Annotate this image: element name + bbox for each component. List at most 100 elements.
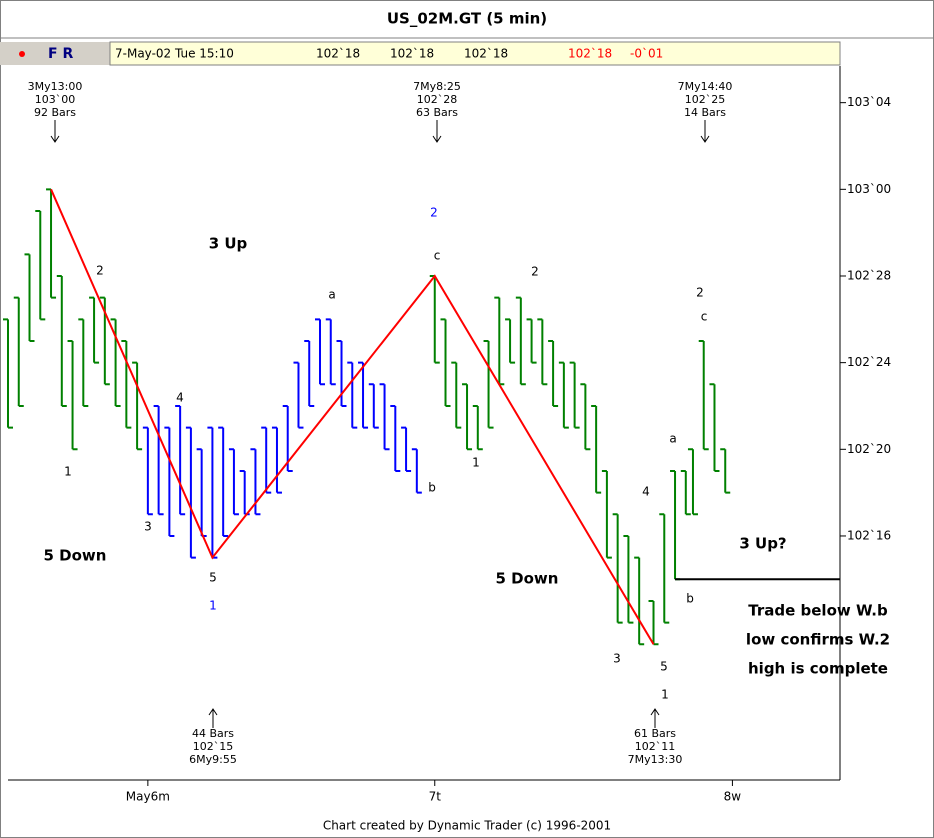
price-bar	[271, 426, 282, 494]
y-tick-label: 102`16	[847, 528, 891, 542]
wave-label: 1	[661, 688, 669, 702]
price-bar	[218, 426, 229, 537]
price-bar	[13, 296, 24, 407]
pivot-note: 102`25	[685, 93, 726, 106]
arrow	[432, 120, 442, 143]
price-bar	[35, 209, 46, 321]
y-tick-label: 102`24	[847, 355, 891, 369]
pivot-note: 6My9:55	[189, 753, 237, 766]
price-bar	[709, 383, 720, 472]
info-left	[0, 42, 110, 65]
price-bar	[698, 339, 709, 451]
pivot-note: 7My8:25	[413, 80, 461, 93]
wave-label: 5	[209, 571, 217, 585]
comment: high is complete	[748, 660, 888, 678]
info-date: 7-May-02 Tue 15:10	[115, 47, 234, 61]
price-bar	[401, 426, 412, 472]
wave-label: 4	[176, 391, 184, 405]
price-bar	[580, 383, 591, 451]
price-bar	[56, 274, 67, 407]
pivot-note: 7My14:40	[678, 80, 733, 93]
info-price: 102`18	[316, 47, 360, 61]
price-bar	[89, 296, 100, 364]
price-bar	[440, 318, 451, 407]
info-change: -0`01	[630, 47, 663, 61]
info-last: 102`18	[568, 47, 612, 61]
price-bar	[78, 318, 89, 407]
price-bar	[687, 448, 698, 516]
price-bar	[3, 318, 13, 429]
price-bar	[591, 404, 602, 494]
pivot-note: 44 Bars	[192, 727, 234, 740]
info-price: 102`18	[464, 47, 508, 61]
price-bar	[515, 296, 526, 386]
price-bar	[185, 426, 196, 559]
price-bar	[325, 318, 336, 386]
status-dot	[19, 51, 25, 57]
price-bar	[67, 339, 78, 451]
info-flags: F R	[48, 46, 73, 62]
footer: Chart created by Dynamic Trader (c) 1996…	[323, 819, 611, 833]
wave-label: 3	[613, 652, 621, 666]
wave-label: b	[686, 592, 694, 606]
x-tick-label: May6m	[126, 790, 170, 804]
caption: 3 Up?	[739, 535, 786, 553]
pivot-note: 61 Bars	[634, 727, 676, 740]
price-bar	[228, 448, 239, 516]
pivot-note: 14 Bars	[684, 106, 726, 119]
wave-label: a	[669, 432, 676, 446]
price-bar	[121, 339, 132, 429]
price-bar	[451, 361, 462, 429]
y-tick-label: 102`20	[847, 442, 891, 456]
price-bar	[680, 469, 691, 516]
price-bar	[110, 318, 121, 407]
pivot-note: 7My13:30	[628, 753, 683, 766]
pivot-note: 102`15	[193, 740, 234, 753]
price-bar	[261, 426, 272, 494]
wave-label: 4	[642, 485, 650, 499]
price-bar	[293, 361, 304, 429]
price-bar	[347, 361, 358, 429]
price-bar	[175, 404, 186, 516]
x-tick-label: 8w	[724, 790, 742, 804]
arrow	[650, 708, 660, 728]
pivot-note: 102`28	[417, 93, 458, 106]
x-tick-label: 7t	[429, 790, 442, 804]
wave-label: 1	[209, 599, 217, 613]
pivot-note: 63 Bars	[416, 106, 458, 119]
price-bar	[623, 534, 634, 624]
y-tick-label: 103`04	[847, 95, 891, 109]
arrow	[50, 120, 60, 143]
price-bar	[46, 188, 57, 299]
arrow	[208, 708, 218, 728]
price-bar	[659, 513, 670, 624]
wave-label: c	[434, 249, 441, 263]
price-bar	[569, 361, 580, 429]
comment: low confirms W.2	[746, 631, 890, 649]
price-bar	[601, 469, 612, 559]
wave-label: c	[701, 310, 708, 324]
price-bar	[304, 339, 315, 407]
price-bar	[153, 404, 164, 516]
caption: 5 Down	[44, 547, 107, 565]
price-bar	[462, 383, 473, 451]
comment: Trade below W.b	[748, 602, 888, 620]
wave-label: 2	[430, 206, 438, 220]
info-bar	[109, 41, 841, 66]
price-bar	[379, 383, 390, 451]
pivot-note: 103`00	[35, 93, 76, 106]
wave-label: 3	[144, 520, 152, 534]
price-bar	[548, 339, 559, 407]
caption: 5 Down	[496, 570, 559, 588]
price-bar	[368, 383, 379, 429]
arrow	[700, 120, 710, 143]
wave-label: a	[328, 288, 335, 302]
wave-label: 5	[660, 660, 668, 674]
price-bar	[634, 556, 645, 646]
wave-label: 1	[64, 465, 72, 479]
price-bar	[537, 318, 548, 386]
y-tick-label: 103`00	[847, 182, 891, 196]
pivot-note: 102`11	[635, 740, 676, 753]
price-bar	[558, 361, 569, 429]
